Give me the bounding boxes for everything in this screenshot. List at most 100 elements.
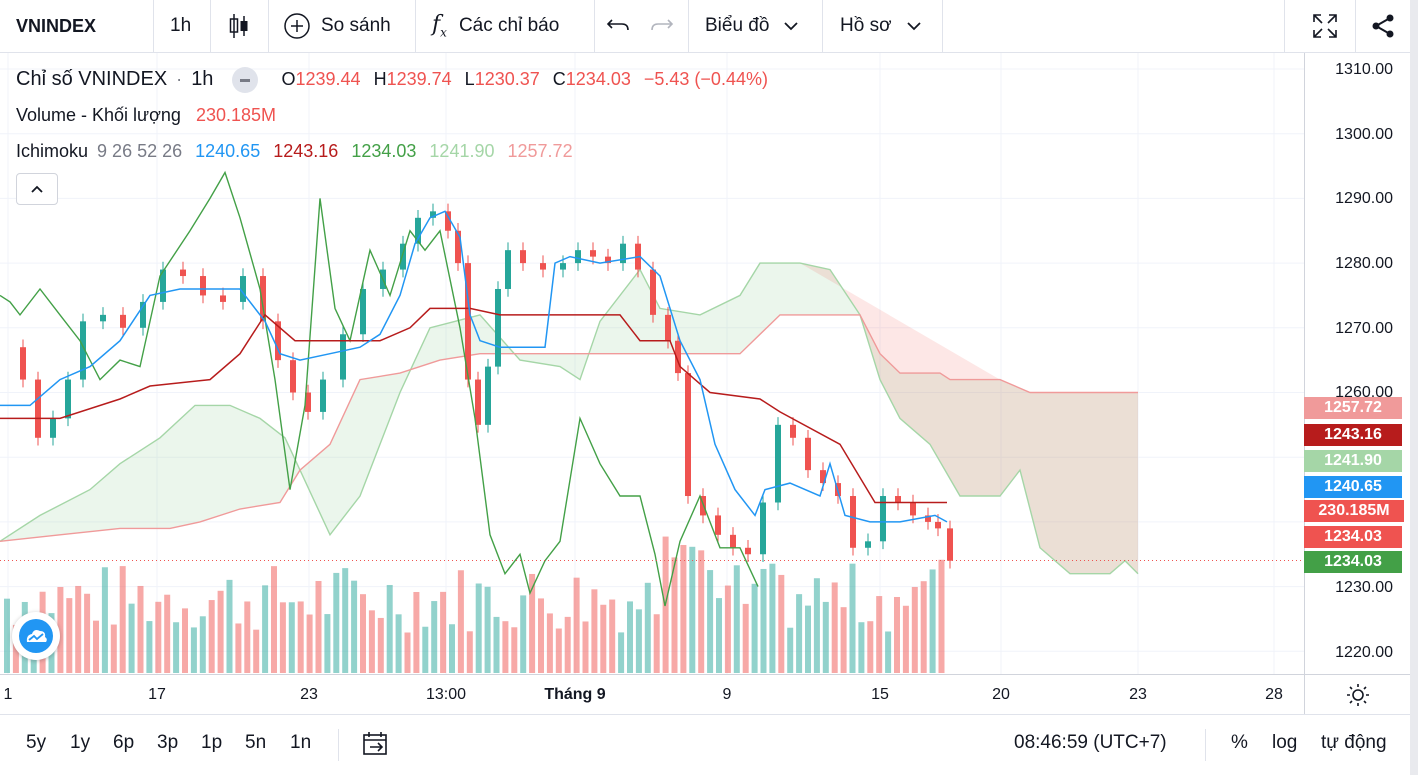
compare-label: So sánh <box>321 15 391 36</box>
volume-bar <box>457 570 464 673</box>
volume-bar <box>778 574 785 673</box>
volume-bar <box>627 601 633 673</box>
candle-body <box>495 288 501 367</box>
undo-button[interactable] <box>606 0 632 52</box>
log-scale-toggle[interactable]: log <box>1272 732 1298 753</box>
range-1p-button[interactable]: 1p <box>201 732 223 753</box>
volume-bar <box>867 621 874 673</box>
volume-bar <box>279 602 286 673</box>
candle-body <box>880 496 886 542</box>
volume-bar <box>386 584 393 673</box>
cloud-logo-icon <box>19 619 53 653</box>
volume-bar <box>529 573 536 673</box>
price-tick: 1300.00 <box>1335 126 1393 143</box>
time-axis[interactable]: 1 17 23 13:00 Tháng 9 9 15 20 23 28 <box>0 674 1304 715</box>
volume-bar <box>938 559 945 673</box>
volume-bar <box>475 583 482 673</box>
date-range-button[interactable] <box>362 731 390 763</box>
volume-bar <box>742 603 749 673</box>
volume-bar <box>182 608 188 673</box>
volume-bar <box>591 589 598 673</box>
range-5n-button[interactable]: 5n <box>245 732 267 753</box>
chart-pane[interactable]: Chỉ số VNINDEX · 1h O1239.44 H1239.74 L1… <box>0 53 1304 674</box>
tradingview-logo[interactable] <box>12 612 60 660</box>
volume-bar <box>93 620 99 673</box>
interval-button[interactable]: 1h <box>170 15 192 36</box>
volume-value: 230.185M <box>195 105 277 125</box>
clock-timezone[interactable]: 08:46:59 (UTC+7) <box>1014 732 1167 753</box>
candle-body <box>320 379 326 412</box>
redo-button[interactable] <box>648 0 674 52</box>
volume-bar <box>190 627 197 673</box>
collapse-legend-button[interactable] <box>16 173 58 205</box>
time-tick: 28 <box>1265 686 1283 703</box>
volume-bar <box>422 626 429 673</box>
chart-canvas[interactable] <box>0 53 1304 674</box>
symbol-search-button[interactable]: VNINDEX <box>16 15 97 36</box>
chikou-span-line <box>0 170 759 607</box>
price-tick: 1220.00 <box>1335 644 1393 661</box>
share-button[interactable] <box>1370 0 1396 52</box>
legend-hide-button[interactable] <box>232 67 259 93</box>
legend-main: Chỉ số VNINDEX · 1h O1239.44 H1239.74 L1… <box>16 67 772 93</box>
window-edge <box>1410 0 1418 775</box>
candle-body <box>180 269 186 277</box>
volume-bar <box>137 585 144 673</box>
range-3p-button[interactable]: 3p <box>157 732 179 753</box>
open-value: 1239.44 <box>295 68 361 89</box>
volume-bar <box>431 601 438 673</box>
candle-body <box>650 269 656 315</box>
top-toolbar: VNINDEX 1h So sánh fx Các chỉ báo <box>0 0 1410 53</box>
price-axis[interactable]: 1310.00 1300.00 1290.00 1280.00 1270.00 … <box>1304 53 1411 674</box>
profile-menu-button[interactable]: Hồ sơ <box>840 0 922 52</box>
candle-body <box>290 360 296 393</box>
senkou-span-b-line <box>0 314 1138 542</box>
candle-body <box>240 276 246 302</box>
kumo-cloud-bearish <box>800 263 1138 574</box>
range-5y-button[interactable]: 5y <box>26 732 47 753</box>
ichimoku-span-b-value: 1257.72 <box>507 141 573 161</box>
candle-body <box>865 541 871 548</box>
compare-button[interactable]: So sánh <box>283 0 391 52</box>
candle-body <box>485 366 491 425</box>
range-1n-button[interactable]: 1n <box>290 732 312 753</box>
candle-body <box>35 379 41 438</box>
function-icon: fx <box>432 12 447 40</box>
volume-bar <box>360 594 366 673</box>
volume-bar <box>600 604 607 673</box>
percent-scale-toggle[interactable]: % <box>1231 732 1248 753</box>
chart-menu-button[interactable]: Biểu đồ <box>705 0 799 52</box>
candle-body <box>275 321 281 361</box>
volume-bar <box>538 598 544 673</box>
volume-bar <box>404 632 411 673</box>
candle-body <box>65 379 71 419</box>
fullscreen-button[interactable] <box>1312 0 1338 52</box>
span-b-price-tag: 1257.72 <box>1304 397 1402 419</box>
chart-style-button[interactable] <box>228 0 250 52</box>
kumo-cloud <box>0 263 1138 574</box>
price-tick: 1230.00 <box>1335 579 1393 596</box>
profile-menu-label: Hồ sơ <box>840 15 892 36</box>
volume-bar <box>493 616 500 673</box>
sun-settings-icon <box>1346 683 1369 706</box>
add-circle-icon <box>284 13 310 39</box>
chart-settings-button[interactable] <box>1304 674 1410 714</box>
indicators-button[interactable]: fx Các chỉ báo <box>432 0 559 52</box>
volume-bar <box>555 628 562 673</box>
volume-price-tag: 230.185M <box>1304 500 1404 522</box>
candle-body <box>605 256 611 264</box>
price-tick: 1310.00 <box>1335 61 1393 78</box>
legend-interval: 1h <box>191 67 214 90</box>
candle-body <box>360 288 366 335</box>
auto-scale-toggle[interactable]: tự động <box>1321 732 1387 753</box>
candle-body <box>400 243 406 270</box>
high-value: 1239.74 <box>386 68 452 89</box>
close-label: C <box>552 68 566 89</box>
legend-volume: Volume - Khối lượng 230.185M <box>16 105 280 126</box>
volume-bar <box>333 572 340 673</box>
range-1y-button[interactable]: 1y <box>70 732 91 753</box>
time-tick: Tháng 9 <box>544 686 606 703</box>
range-6p-button[interactable]: 6p <box>113 732 135 753</box>
volume-bar <box>235 623 242 673</box>
